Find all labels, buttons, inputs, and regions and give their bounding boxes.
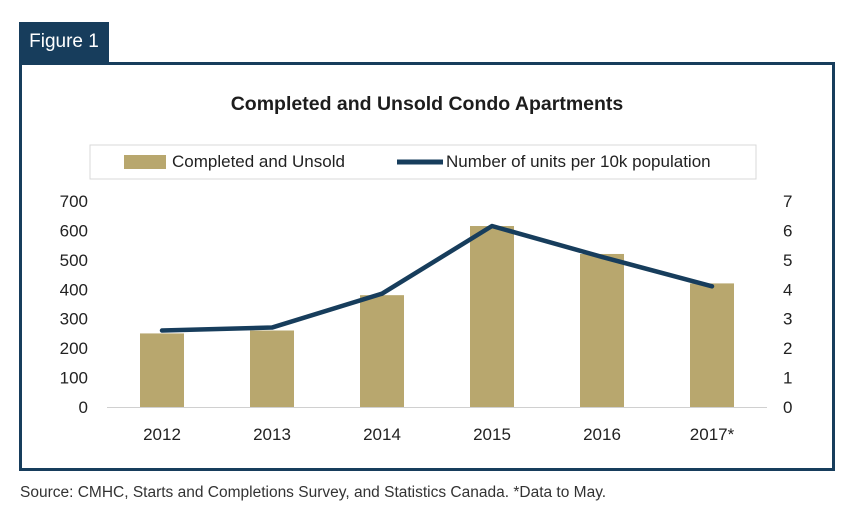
x-tick-label: 2017* (690, 425, 735, 444)
y-right-tick-label: 6 (783, 221, 792, 240)
line-point (710, 284, 714, 288)
y-right-tick-label: 3 (783, 310, 792, 329)
y-left-tick-label: 100 (60, 369, 88, 388)
bar (140, 333, 184, 407)
y-right-tick-label: 0 (783, 398, 792, 417)
y-left-tick-label: 200 (60, 339, 88, 358)
bar (690, 283, 734, 407)
line-point (380, 292, 384, 296)
y-right-tick-label: 7 (783, 192, 792, 211)
legend-bar-label: Completed and Unsold (172, 152, 345, 171)
bar (580, 253, 624, 407)
source-note: Source: CMHC, Starts and Completions Sur… (20, 484, 607, 501)
x-tick-label: 2012 (143, 425, 181, 444)
bar (360, 295, 404, 407)
y-left-tick-label: 0 (79, 398, 88, 417)
x-tick-label: 2015 (473, 425, 511, 444)
y-left-tick-label: 600 (60, 221, 88, 240)
figure-frame (19, 62, 835, 471)
y-right-tick-label: 1 (783, 369, 792, 388)
chart-title: Completed and Unsold Condo Apartments (231, 93, 624, 115)
x-tick-label: 2014 (363, 425, 401, 444)
y-left-tick-label: 300 (60, 310, 88, 329)
legend-box (89, 144, 757, 180)
y-left-tick-label: 400 (60, 280, 88, 299)
bar (250, 330, 294, 407)
y-right-tick-label: 4 (783, 280, 792, 299)
y-right-tick-label: 2 (783, 339, 792, 358)
line-series (159, 223, 715, 333)
y-right-tick-label: 5 (783, 251, 792, 270)
line-point (600, 255, 604, 259)
x-tick-label: 2016 (583, 425, 621, 444)
legend-line-label: Number of units per 10k population (446, 152, 711, 171)
figure-label: Figure 1 (19, 22, 109, 62)
line-point (490, 224, 494, 228)
y-left-tick-label: 700 (60, 192, 88, 211)
line-point (160, 328, 164, 332)
bar (470, 226, 514, 407)
plot-area: 0 100 200 300 400 500 600 700 0 1 2 3 4 5 6 7 2012 2013 20… (60, 192, 793, 444)
legend-bar-swatch (124, 155, 166, 169)
line-point (270, 326, 274, 330)
x-tick-label: 2013 (253, 425, 291, 444)
y-left-tick-label: 500 (60, 251, 88, 270)
